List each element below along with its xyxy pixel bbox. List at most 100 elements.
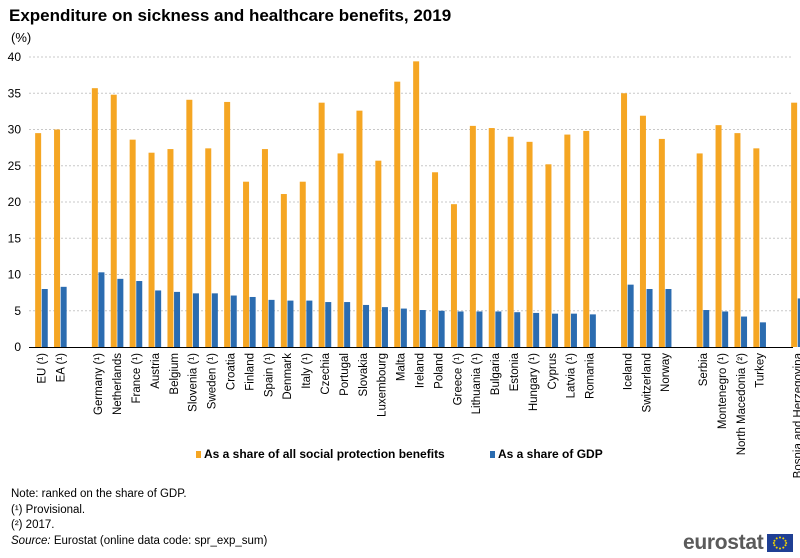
bar-social-protection-share	[337, 153, 344, 347]
logo-text: eurostat	[683, 531, 764, 554]
x-category-label: Bosnia and Herzegovina	[792, 352, 800, 478]
bar-gdp-share	[325, 302, 332, 347]
y-tick-label: 0	[14, 340, 21, 354]
x-category-label: EA (¹)	[55, 353, 67, 383]
x-category-label: Italy (¹)	[301, 353, 313, 389]
bar-social-protection-share	[186, 99, 193, 348]
eu-flag-icon	[767, 534, 794, 552]
bar-gdp-share	[514, 312, 521, 347]
bar-gdp-share	[249, 296, 256, 347]
x-category-label: Croatia	[225, 352, 237, 390]
y-tick-label: 5	[14, 304, 21, 318]
x-category-label: Montenegro (¹)	[717, 353, 729, 429]
bar-gdp-share	[41, 289, 48, 347]
x-category-label: EU (¹)	[36, 353, 48, 384]
bar-gdp-share	[268, 299, 275, 347]
y-axis-unit: (%)	[11, 30, 32, 45]
x-category-label: Estonia	[509, 352, 521, 391]
x-category-label: Luxembourg	[377, 353, 389, 417]
bar-gdp-share	[381, 307, 388, 347]
bar-social-protection-share	[148, 152, 155, 347]
chart-title: Expenditure on sickness and healthcare b…	[9, 6, 452, 25]
chart-notes: Note: ranked on the share of GDP. (¹) Pr…	[11, 487, 267, 549]
x-category-label: France (¹)	[131, 353, 143, 404]
bar-social-protection-share	[734, 133, 741, 347]
bar-social-protection-share	[318, 102, 325, 347]
legend-label-gdp: As a share of GDP	[498, 447, 603, 461]
bar-gdp-share	[419, 310, 426, 347]
bar-gdp-share	[60, 286, 67, 347]
bar-social-protection-share	[243, 181, 250, 347]
bar-gdp-share	[646, 289, 653, 347]
y-tick-label: 15	[8, 231, 22, 245]
source-label: Source:	[11, 534, 51, 547]
x-category-label: North Macedonia (²)	[736, 353, 748, 455]
bar-gdp-share	[438, 310, 445, 347]
source-line: Source: Eurostat (online data code: spr_…	[11, 534, 267, 550]
x-category-label: Serbia	[698, 352, 710, 386]
bar-gdp-share	[627, 284, 634, 347]
bar-gdp-share	[174, 291, 181, 347]
bar-gdp-share	[665, 289, 672, 347]
x-category-label: Portugal	[339, 353, 351, 396]
source-text: Eurostat (online data code: spr_exp_sum)	[50, 534, 268, 547]
bar-social-protection-share	[469, 125, 476, 347]
bar-social-protection-share	[375, 160, 382, 347]
bar-gdp-share	[741, 316, 748, 347]
x-category-label: Cyprus	[547, 353, 559, 390]
y-tick-label: 20	[8, 195, 22, 209]
bar-gdp-share	[363, 304, 370, 347]
y-tick-label: 40	[8, 50, 22, 64]
x-category-label: Sweden (¹)	[207, 353, 219, 409]
bar-social-protection-share	[167, 149, 174, 347]
legend-label-social: As a share of all social protection bene…	[204, 447, 445, 461]
bar-social-protection-share	[261, 149, 268, 347]
x-category-label: Slovenia (¹)	[188, 353, 200, 412]
x-category-label: Germany (¹)	[93, 353, 105, 415]
x-category-label: Spain (¹)	[263, 353, 275, 397]
bar-social-protection-share	[91, 88, 98, 348]
bar-gdp-share	[797, 298, 800, 347]
bar-social-protection-share	[621, 93, 628, 347]
x-category-label: Austria	[150, 352, 162, 388]
bar-social-protection-share	[507, 136, 514, 347]
bar-gdp-share	[117, 278, 124, 347]
x-category-label: Netherlands	[112, 353, 124, 415]
bar-chart: 0 5 10 15 20 25 30 35 40 EU (¹) EA (¹) Germany (¹) N…	[8, 50, 800, 478]
footnote-2017: (²) 2017.	[11, 519, 55, 531]
bar-gdp-share	[589, 314, 596, 347]
bar-gdp-share	[457, 311, 464, 347]
bar-gdp-share	[211, 293, 218, 347]
footnote-provisional: (¹) Provisional.	[11, 503, 86, 516]
bar-social-protection-share	[299, 181, 306, 347]
bar-social-protection-share	[753, 148, 760, 347]
x-category-label: Latvia (¹)	[566, 353, 578, 399]
bar-social-protection-share	[224, 101, 231, 347]
bar-gdp-share	[495, 311, 502, 347]
bar-gdp-share	[570, 313, 577, 347]
bar-social-protection-share	[356, 110, 363, 348]
bar-gdp-share	[533, 312, 540, 347]
bar-gdp-share	[703, 310, 710, 347]
bar-social-protection-share	[658, 138, 665, 347]
bar-social-protection-share	[583, 130, 590, 347]
bar-social-protection-share	[715, 125, 722, 348]
x-category-label: Bulgaria	[490, 352, 502, 395]
bar-social-protection-share	[394, 81, 401, 348]
bar-social-protection-share	[488, 128, 495, 347]
bar-gdp-share	[552, 313, 559, 347]
x-category-label: Malta	[396, 352, 408, 381]
x-category-label: Poland	[433, 353, 445, 389]
bar-social-protection-share	[696, 153, 703, 347]
bar-gdp-share	[344, 302, 351, 347]
bar-social-protection-share	[432, 172, 439, 347]
bar-gdp-share	[98, 272, 105, 347]
bar-social-protection-share	[564, 134, 571, 347]
legend-swatch-gdp	[490, 451, 495, 458]
bar-social-protection-share	[639, 115, 646, 347]
bar-social-protection-share	[413, 61, 420, 347]
bar-social-protection-share	[35, 133, 42, 347]
bar-gdp-share	[306, 300, 313, 347]
y-tick-label: 25	[8, 159, 22, 173]
note-ranking: Note: ranked on the share of GDP.	[11, 488, 187, 500]
